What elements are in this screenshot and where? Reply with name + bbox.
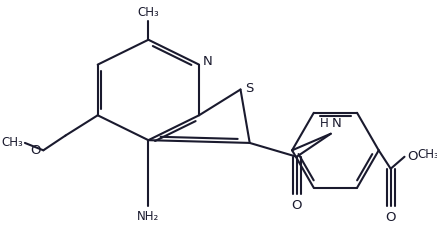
Text: N: N (332, 117, 341, 130)
Text: NH₂: NH₂ (137, 210, 160, 223)
Text: O: O (30, 144, 41, 157)
Text: CH₃: CH₃ (138, 6, 159, 20)
Text: H: H (320, 117, 329, 130)
Text: CH₃: CH₃ (1, 135, 23, 149)
Text: O: O (385, 211, 396, 224)
Text: O: O (291, 199, 302, 212)
Text: N: N (203, 55, 212, 68)
Text: S: S (245, 82, 253, 95)
Text: CH₃: CH₃ (417, 148, 437, 161)
Text: O: O (407, 150, 418, 163)
